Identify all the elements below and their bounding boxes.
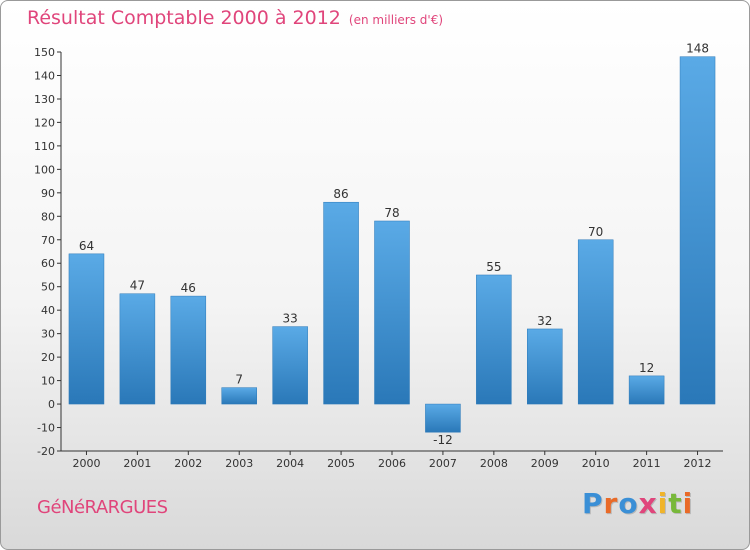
value-label-2012: 148 [686, 42, 709, 56]
x-tick-label: 2008 [480, 457, 508, 470]
bar-2008 [476, 274, 512, 405]
bar-2001 [119, 293, 156, 405]
y-tick-label: 150 [34, 46, 55, 59]
x-tick-label: 2006 [378, 457, 406, 470]
x-tick-label: 2004 [276, 457, 304, 470]
y-tick-label: 110 [34, 140, 55, 153]
y-tick-label: 140 [34, 69, 55, 82]
x-tick-label: 2001 [123, 457, 151, 470]
x-tick-label: 2007 [429, 457, 457, 470]
value-label-2004: 33 [283, 312, 298, 326]
bar-2002 [170, 295, 207, 405]
value-label-2009: 32 [537, 314, 552, 328]
bar-2011 [628, 375, 665, 405]
logo-letter: t [668, 487, 683, 520]
y-tick-label: 80 [41, 210, 55, 223]
logo-letter: x [638, 487, 658, 520]
chart-title: Résultat Comptable 2000 à 2012 (en millie… [27, 7, 443, 29]
y-tick-label: 130 [34, 93, 55, 106]
y-tick-label: -20 [37, 445, 55, 458]
value-label-2001: 47 [130, 279, 145, 293]
bar-2004 [272, 326, 308, 405]
x-tick-label: 2012 [684, 457, 712, 470]
value-labels: 64 47 46 7 33 86 78 -12 55 32 70 12 148 [79, 42, 709, 448]
y-tick-label: 10 [41, 375, 55, 388]
bars [68, 56, 716, 433]
y-tick-label: 120 [34, 116, 55, 129]
y-tick-label: -10 [37, 422, 55, 435]
bar-2009 [527, 328, 563, 405]
logo-letter: P [582, 487, 604, 520]
y-tick-label: 100 [34, 163, 55, 176]
bar-2010 [577, 239, 614, 405]
logo-letter: i [657, 487, 669, 520]
logo-letter: i [682, 487, 694, 520]
commune-name: GéNéRARGUES [37, 497, 168, 518]
y-tick-label: 90 [41, 187, 55, 200]
chart-title-text: Résultat Comptable 2000 à 2012 [27, 7, 341, 29]
value-label-2007: -12 [433, 433, 453, 447]
value-label-2003: 7 [235, 373, 243, 387]
logo-letter: o [618, 487, 639, 520]
x-tick-label: 2009 [531, 457, 559, 470]
value-label-2005: 86 [333, 187, 348, 201]
value-label-2002: 46 [181, 281, 196, 295]
y-tick-label: 20 [41, 351, 55, 364]
bar-2000 [68, 253, 105, 405]
value-label-2000: 64 [79, 239, 94, 253]
x-tick-label: 2000 [72, 457, 100, 470]
x-tick-label: 2002 [174, 457, 202, 470]
value-label-2010: 70 [588, 225, 603, 239]
y-tick-label: 70 [41, 234, 55, 247]
bar-2007 [425, 403, 461, 433]
value-label-2008: 55 [486, 260, 501, 274]
y-tick-label: 50 [41, 281, 55, 294]
value-label-2011: 12 [639, 361, 654, 375]
bar-2005 [323, 201, 359, 405]
logo-letter: r [603, 487, 619, 520]
proxiti-logo[interactable]: Proxiti [582, 487, 693, 520]
bar-2006 [374, 220, 410, 405]
value-label-2006: 78 [384, 206, 399, 220]
y-tick-label: 60 [41, 257, 55, 270]
y-tick-label: 0 [48, 398, 55, 411]
x-tick-label: 2005 [327, 457, 355, 470]
y-tick-label: 30 [41, 328, 55, 341]
axes: -20 -10 0 10 20 30 40 50 60 70 80 90 100 110 120 130 140… [34, 46, 723, 470]
chart-subtitle: (en milliers d'€) [348, 13, 444, 27]
x-tick-label: 2010 [582, 457, 610, 470]
x-tick-label: 2003 [225, 457, 253, 470]
bar-2003 [221, 387, 257, 405]
x-tick-label: 2011 [633, 457, 661, 470]
bar-2012 [679, 56, 716, 405]
y-tick-label: 40 [41, 304, 55, 317]
